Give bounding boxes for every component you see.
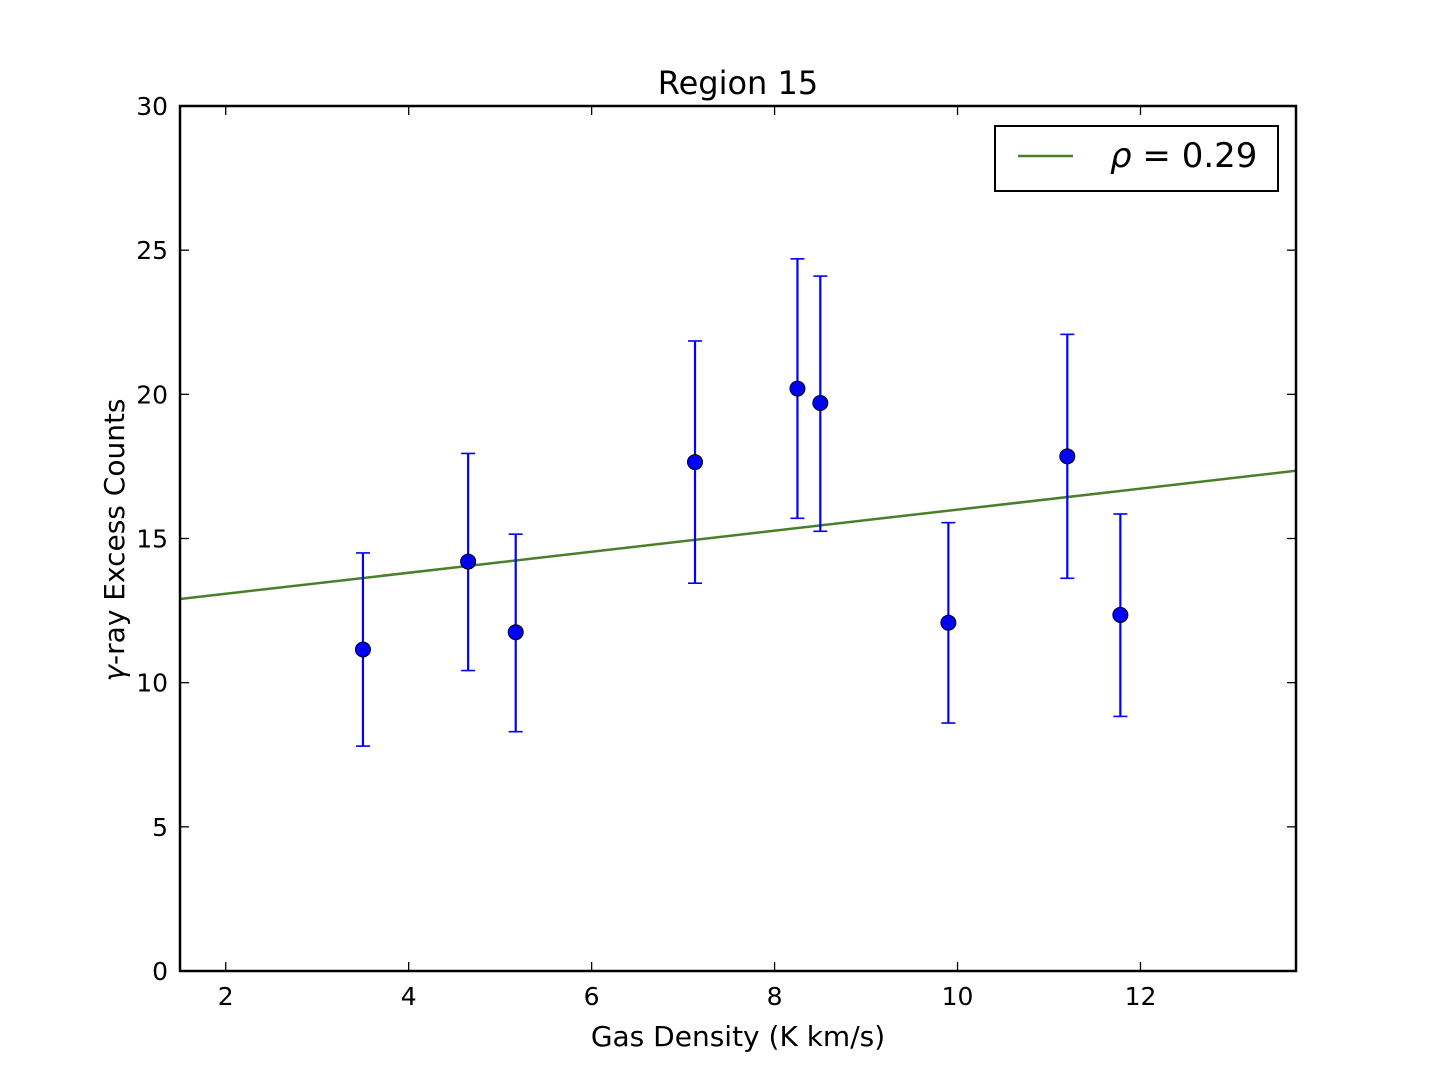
legend: ρ = 0.29 bbox=[994, 125, 1279, 192]
fit-line bbox=[180, 469, 1296, 601]
x-axis-label: Gas Density (K km/s) bbox=[591, 1020, 885, 1053]
axes-frame bbox=[178, 104, 1298, 973]
x-tick-label: 4 bbox=[401, 982, 417, 1011]
y-axis-label: γ-ray Excess Counts bbox=[98, 398, 131, 681]
y-tick-label: 0 bbox=[152, 957, 168, 986]
data-point bbox=[687, 454, 704, 471]
legend-label-text: = 0.29 bbox=[1132, 136, 1258, 176]
legend-label: ρ = 0.29 bbox=[1110, 136, 1257, 176]
data-point bbox=[1059, 448, 1076, 465]
y-tick-label: 20 bbox=[136, 380, 168, 409]
x-tick-label: 2 bbox=[218, 982, 234, 1011]
legend-box bbox=[994, 125, 1279, 192]
y-axis-label-symbol: γ bbox=[98, 664, 131, 682]
y-tick-label: 5 bbox=[152, 813, 168, 842]
data-point bbox=[812, 394, 829, 411]
chart-marks bbox=[180, 258, 1296, 747]
chart-title: Region 15 bbox=[658, 64, 818, 102]
data-point bbox=[1112, 606, 1129, 623]
y-tick-label: 25 bbox=[136, 236, 168, 265]
y-tick-label: 10 bbox=[136, 669, 168, 698]
data-point bbox=[507, 624, 524, 641]
y-tick-label: 30 bbox=[136, 92, 168, 121]
x-tick-label: 8 bbox=[767, 982, 783, 1011]
data-point bbox=[460, 553, 477, 570]
x-tick-label: 10 bbox=[942, 982, 974, 1011]
y-axis-label-text: -ray Excess Counts bbox=[98, 398, 131, 664]
x-tick-label: 12 bbox=[1125, 982, 1157, 1011]
data-point bbox=[789, 380, 806, 397]
x-tick-label: 6 bbox=[584, 982, 600, 1011]
data-point bbox=[354, 641, 371, 658]
data-point bbox=[940, 614, 957, 631]
legend-label-symbol: ρ bbox=[1110, 136, 1132, 176]
axis-ticks: 2 4 6 8 10 12 0 5 10 15 20 25 30 bbox=[136, 92, 1296, 1011]
y-tick-label: 15 bbox=[136, 525, 168, 554]
